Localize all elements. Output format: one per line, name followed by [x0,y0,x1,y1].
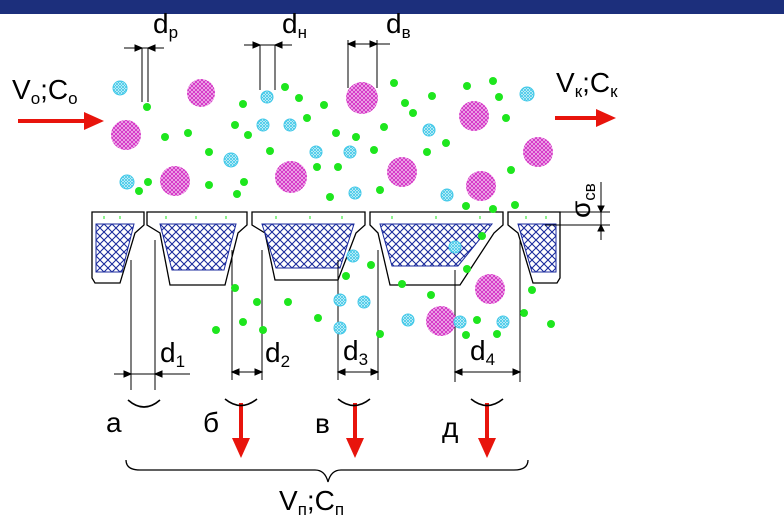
permeate-label: Vп;Cп [279,485,344,519]
case-label-b: б [203,407,219,438]
pore-label-d1: d1 [160,337,185,371]
top-bar [0,0,784,14]
inflow-label: Vo;Co [12,74,78,108]
large-particle [459,101,489,131]
case-label-d: д [442,412,458,443]
particle-small-size-label: dр [153,8,178,42]
surface-marks [103,216,547,219]
case-label-a: а [106,407,122,438]
large-particle [160,166,190,196]
arrow-right-icon [18,112,104,130]
large-particle [523,137,553,167]
particle-medium-size-label: dн [282,8,307,42]
large-particle [475,274,505,304]
pore-label-d2: d2 [265,337,290,371]
arrow-right-icon [555,109,616,127]
small-particles [135,77,555,339]
pore-arcs [127,398,504,408]
large-particle [466,171,496,201]
pore-label-d4: d4 [470,335,495,369]
large-particle [187,79,215,107]
thickness-dimension [545,182,610,240]
arrow-down-icon [232,403,250,458]
outflow-label: Vк;Cк [556,67,618,101]
arrow-down-icon [346,403,364,458]
medium-particles [112,80,535,335]
pore-dimension-lines [114,368,522,378]
case-label-v: в [315,408,330,439]
large-particles [111,79,553,336]
pore-label-d3: d3 [343,335,368,369]
particle-size-dimensions [124,40,390,102]
layer-thickness-label: σсв [565,183,599,218]
particle-large-size-label: dв [386,8,411,42]
permeate-brace [125,459,529,483]
large-particle [111,120,141,150]
large-particle [426,306,456,336]
membrane-hatching [95,223,557,273]
large-particle [275,161,307,193]
large-particle [346,82,378,114]
large-particle [387,157,417,187]
arrow-down-icon [478,403,496,458]
